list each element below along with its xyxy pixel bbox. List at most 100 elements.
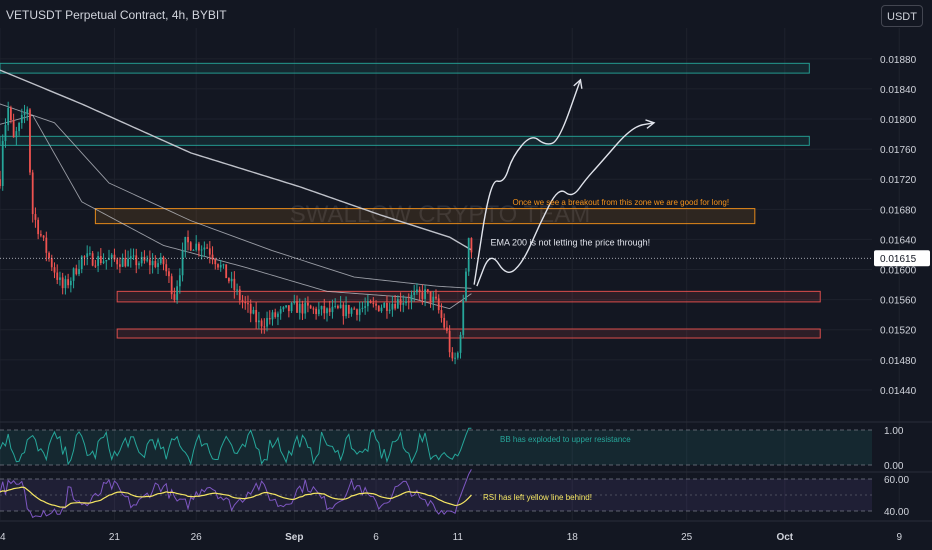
projected-paths: [473, 78, 656, 287]
candle-body: [377, 305, 380, 312]
candle-body: [402, 303, 405, 305]
candle-body: [410, 294, 413, 302]
candle-body: [154, 261, 157, 268]
candle-body: [287, 305, 290, 312]
candle-body: [238, 289, 241, 301]
candle-body: [405, 301, 407, 304]
candle-body: [465, 271, 467, 301]
candle-body: [59, 277, 61, 280]
candle-body: [424, 289, 426, 299]
candle-body: [446, 327, 448, 331]
candle-body: [337, 305, 339, 309]
rsi-annotation: RSI has left yellow line behind!: [483, 493, 592, 502]
candle-body: [162, 257, 165, 265]
price-tick-label: 0.01840: [880, 85, 917, 96]
candle-body: [121, 257, 124, 267]
candle-body: [462, 300, 465, 335]
candle-body: [225, 264, 228, 279]
bb-line: [0, 427, 472, 466]
time-tick-label: 25: [681, 532, 693, 543]
candle-body: [192, 249, 195, 251]
candle-body: [470, 238, 473, 253]
candle-body: [165, 264, 168, 272]
price-tick-label: 0.01440: [880, 386, 917, 397]
candle-body: [448, 330, 451, 353]
annotation-0: Once we see a breakout from this zone we…: [513, 198, 730, 207]
candle-body: [132, 255, 135, 257]
candle-body: [293, 301, 296, 304]
candle-body: [418, 289, 421, 293]
candle-body: [380, 307, 383, 312]
time-tick-label: 14: [0, 532, 6, 543]
candle-body: [151, 261, 154, 266]
currency-unit-button[interactable]: USDT: [881, 5, 923, 27]
candle-body: [413, 292, 416, 295]
candle-body: [189, 242, 192, 251]
time-tick-label: Oct: [776, 532, 793, 543]
candle-body: [366, 301, 369, 307]
candle-body: [39, 234, 42, 236]
price-axis[interactable]: 0.01880 0.01840 0.01800 0.01760 0.01720 0.016…: [874, 55, 930, 518]
candle-body: [271, 312, 274, 320]
bb-band-fill: [0, 430, 872, 465]
candle-body: [241, 300, 244, 302]
time-tick-label: 11: [453, 532, 464, 543]
candle-body: [140, 256, 143, 264]
ema-line-0: [0, 69, 472, 251]
candle-body: [53, 267, 56, 273]
candle-body: [105, 259, 108, 262]
candle-body: [407, 301, 410, 303]
candle-body: [26, 109, 29, 114]
candle-body: [263, 326, 266, 328]
zone-green-0: [0, 62, 810, 74]
candle-body: [99, 256, 102, 264]
time-axis[interactable]: 14 21 26 Sep 6 11 18 25 Oct 9: [0, 532, 902, 543]
candle-body: [309, 305, 312, 309]
candle-body: [268, 318, 271, 320]
candle-body: [459, 334, 462, 353]
candle-body: [23, 113, 26, 115]
time-tick-label: Sep: [285, 532, 303, 543]
candle-body: [187, 236, 189, 243]
candle-body: [391, 303, 394, 310]
price-tick-label: 0.01880: [880, 55, 917, 66]
candle-body: [317, 309, 320, 315]
candle-body: [219, 265, 222, 268]
candle-body: [211, 254, 214, 260]
candle-body: [119, 264, 121, 267]
candle-body: [110, 254, 113, 259]
zones: [0, 62, 821, 339]
price-tick-label: 0.01800: [880, 115, 917, 126]
candle-body: [97, 256, 99, 266]
candle-body: [12, 119, 15, 138]
candle-body: [249, 303, 252, 314]
zone-red-4: [116, 328, 821, 339]
candle-body: [135, 255, 138, 266]
candle-body: [143, 256, 146, 261]
candle-body: [18, 122, 20, 132]
candle-body: [429, 291, 432, 303]
grid-lines: [0, 28, 900, 520]
candle-body: [345, 305, 347, 317]
candle-body: [394, 303, 397, 309]
candle-body: [45, 237, 48, 253]
candle-body: [383, 303, 386, 308]
projected-arrowhead-1: [645, 119, 656, 129]
annotations: Once we see a breakout from this zone we…: [491, 198, 730, 248]
candle-body: [72, 268, 75, 281]
bb-tick-label: 0.00: [884, 461, 904, 472]
candle-body: [170, 276, 173, 295]
candle-body: [31, 172, 34, 215]
candle-body: [15, 131, 18, 138]
candle-body: [437, 298, 440, 311]
candle-body: [443, 317, 446, 328]
candle-body: [228, 278, 230, 282]
candle-body: [298, 303, 301, 313]
price-tick-label: 0.01760: [880, 145, 917, 156]
candle-body: [159, 257, 162, 264]
candle-body: [94, 265, 97, 267]
candle-body: [328, 308, 331, 313]
price-tick-label: 0.01680: [880, 205, 917, 216]
candle-body: [435, 296, 437, 299]
